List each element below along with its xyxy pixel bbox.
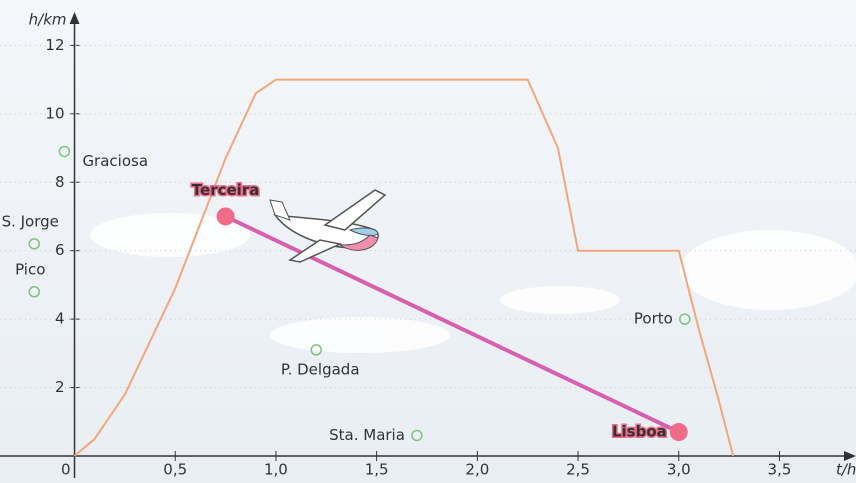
y-tick-label: 12	[45, 36, 64, 54]
x-tick-label: 1,5	[365, 461, 389, 479]
x-tick-label: 1,0	[264, 461, 288, 479]
x-tick-label: 2,5	[566, 461, 590, 479]
x-tick-label: 2,0	[465, 461, 489, 479]
place-label: Sta. Maria	[329, 426, 405, 444]
y-tick-label: 8	[55, 173, 65, 191]
x-axis-label: t/h	[836, 461, 856, 479]
chart: t/h h/km 0 0,5 1,0 1,5 2,0 2,5 3,0 3,5 2 4 6 8 10 12 Gra…	[0, 0, 856, 483]
x-tick-label: 0,5	[163, 461, 187, 479]
y-tick-label: 10	[45, 104, 64, 122]
y-tick-label: 6	[55, 241, 65, 259]
y-tick-label: 4	[55, 310, 65, 328]
place-label: Porto	[634, 310, 673, 328]
y-tick-label: 2	[55, 378, 65, 396]
place-label: P. Delgada	[281, 360, 360, 378]
route-point	[217, 207, 235, 225]
y-axis-label: h/km	[29, 11, 67, 29]
page: t/h h/km 0 0,5 1,0 1,5 2,0 2,5 3,0 3,5 2 4 6 8 10 12 Gra…	[0, 0, 856, 483]
place-label: S. Jorge	[2, 212, 59, 230]
route-label: Lisboa	[612, 423, 667, 441]
x-tick-label: 0	[61, 461, 71, 479]
place-label: Pico	[15, 260, 45, 278]
route-point	[670, 423, 688, 441]
route-label: Terceira	[192, 181, 260, 199]
x-tick-label: 3,0	[667, 461, 691, 479]
x-tick-label: 3,5	[768, 461, 792, 479]
place-label: Graciosa	[82, 152, 148, 170]
